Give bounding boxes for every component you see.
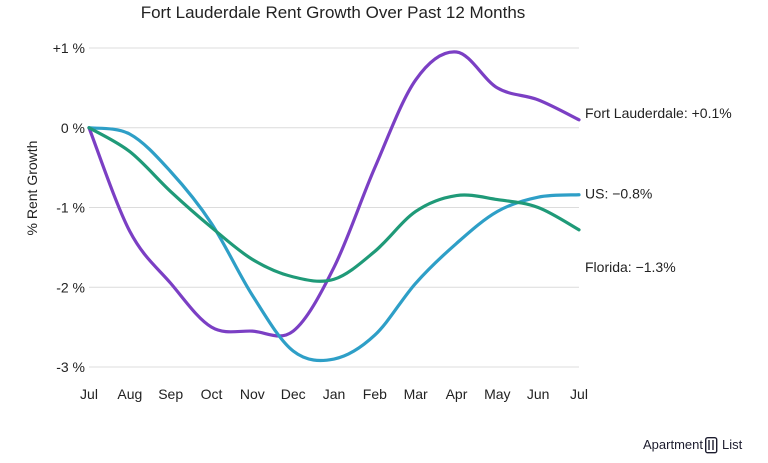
- x-tick-label: Sep: [158, 386, 183, 402]
- series-line-us: [87, 126, 581, 363]
- x-tick-label: Feb: [363, 386, 387, 402]
- x-tick-label: Apr: [446, 386, 468, 402]
- x-tick-label: Dec: [281, 386, 306, 402]
- apartment-list-logo: Apartment List: [643, 436, 743, 454]
- series-lines: [87, 50, 581, 363]
- series-line-fort-lauderdale: [87, 50, 581, 338]
- x-tick-label: Jul: [570, 386, 588, 402]
- x-tick-label: Oct: [201, 386, 223, 402]
- brand-icon: [704, 436, 718, 454]
- series-line-florida: [87, 126, 581, 283]
- y-tick-label: -2 %: [56, 279, 85, 295]
- x-tick-label: Jul: [80, 386, 98, 402]
- y-tick-label: +1 %: [53, 40, 85, 56]
- y-tick-label: -3 %: [56, 359, 85, 375]
- x-tick-label: May: [484, 386, 510, 402]
- series-end-label: Florida: −1.3%: [585, 259, 676, 275]
- gridlines: [89, 47, 579, 368]
- x-tick-label: Jun: [527, 386, 550, 402]
- series-end-label: US: −0.8%: [585, 186, 652, 202]
- y-tick-labels: +1 % 0 % -1 % -2 % -3 %: [53, 40, 85, 375]
- x-tick-labels: Jul Aug Sep Oct Nov Dec Jan Feb Mar Apr May Jun Jul: [80, 386, 588, 402]
- brand-name: Apartment: [643, 437, 703, 452]
- series-end-label: Fort Lauderdale: +0.1%: [585, 105, 732, 121]
- x-tick-label: Mar: [404, 386, 428, 402]
- chart-title: Fort Lauderdale Rent Growth Over Past 12…: [141, 3, 526, 22]
- brand-suffix: List: [722, 437, 743, 452]
- y-tick-label: 0 %: [61, 120, 85, 136]
- series-end-labels: Fort Lauderdale: +0.1% US: −0.8% Florida: …: [585, 105, 732, 275]
- x-tick-label: Jan: [323, 386, 346, 402]
- y-axis-label: % Rent Growth: [24, 141, 40, 236]
- y-tick-label: -1 %: [56, 200, 85, 216]
- x-tick-label: Aug: [117, 386, 142, 402]
- x-tick-label: Nov: [240, 386, 265, 402]
